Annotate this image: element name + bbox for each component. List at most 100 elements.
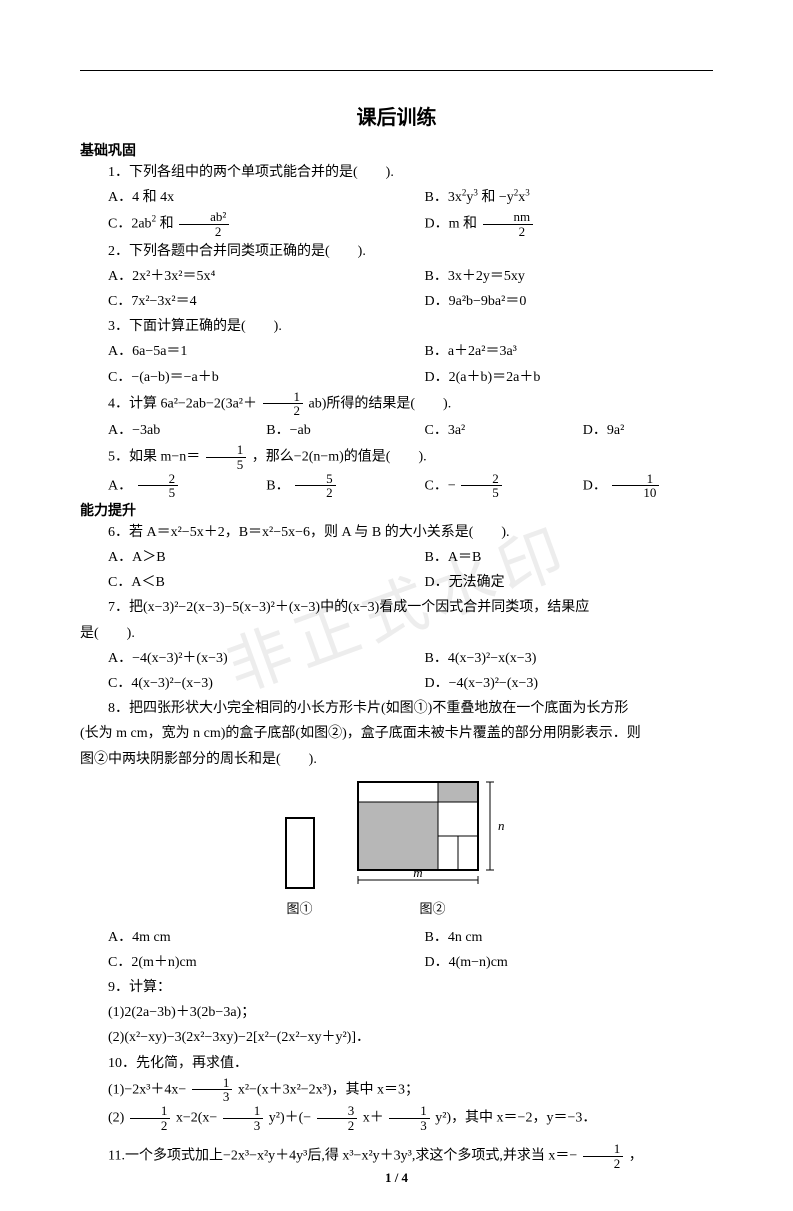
figure-2-svg: nm	[356, 780, 510, 890]
q6-opt-b: B．A＝B	[397, 545, 714, 570]
q6-opt-d: D．无法确定	[397, 570, 714, 595]
frac-num: 1	[612, 472, 659, 487]
q5-opt-c: C．− 25	[397, 472, 555, 500]
frac-den: 2	[179, 225, 229, 239]
q10-p1: (1)−2x³＋4x− 13 x²−(x＋3x²−2x³)，其中 x＝3；	[80, 1076, 713, 1104]
figures: 图① nm 图②	[80, 780, 713, 917]
q2-stem: 2．下列各题中合并同类项正确的是( ).	[80, 239, 713, 264]
q1-stem: 1．下列各组中的两个单项式能合并的是( ).	[80, 160, 713, 185]
q4-opt-d: D．9a²	[555, 418, 713, 443]
frac-num: 1	[583, 1142, 624, 1157]
q3-opt-c: C．−(a−b)＝−a＋b	[80, 365, 397, 390]
q7-stem1: 7．把(x−3)²−2(x−3)−5(x−3)²＋(x−3)中的(x−3)看成一…	[80, 595, 713, 620]
q4-opts: A．−3ab B．−ab C．3a² D．9a²	[80, 418, 713, 443]
q7-opt-d: D．−4(x−3)²−(x−3)	[397, 671, 714, 696]
q1-opt-a: A．4 和 4x	[80, 185, 397, 210]
frac-den: 3	[192, 1090, 233, 1104]
q11-pre: 11.一个多项式加上−2x³−x²y＋4y³后,得 x³−x²y＋3y³,求这个…	[108, 1149, 577, 1164]
q7-opt-c: C．4(x−3)²−(x−3)	[80, 671, 397, 696]
frac-num: 1	[389, 1104, 430, 1119]
q1-opt-c: C．2ab2 和 ab²2	[80, 210, 397, 238]
frac-num: 3	[317, 1104, 358, 1119]
frac-num: 1	[192, 1076, 233, 1091]
frac-den: 10	[612, 486, 659, 500]
q5-stem: 5．如果 m−n＝ 15 ，那么−2(n−m)的值是( ).	[80, 443, 713, 471]
q2-row2: C．7x²−3x²＝4 D．9a²b−9ba²＝0	[80, 289, 713, 314]
frac-nm-2: nm2	[483, 210, 534, 238]
frac-den: 3	[389, 1119, 430, 1133]
q2-opt-a: A．2x²＋3x²＝5x⁴	[80, 264, 397, 289]
q5-opt-a: A． 25	[80, 472, 238, 500]
q8-s3: 图②中两块阴影部分的周长和是( ).	[80, 747, 713, 772]
q10-p2-c: y²)＋(−	[269, 1110, 311, 1125]
frac-den: 5	[461, 486, 502, 500]
frac-num: 1	[223, 1104, 264, 1119]
q7-row1: A．−4(x−3)²＋(x−3) B．4(x−3)²−x(x−3)	[80, 646, 713, 671]
frac-num: 2	[461, 472, 502, 487]
page: 非正式水印 课后训练 基础巩固 1．下列各组中的两个单项式能合并的是( ). A…	[0, 0, 793, 1211]
frac-half-3: 12	[583, 1142, 624, 1170]
q4-stem-post: ab)所得的结果是( ).	[309, 396, 452, 411]
frac-den: 2	[583, 1157, 624, 1171]
q1-row1: A．4 和 4x B．3x2y3 和 −y2x3	[80, 185, 713, 210]
frac-half-1: 12	[263, 390, 304, 418]
svg-text:n: n	[498, 818, 505, 833]
q3-row2: C．−(a−b)＝−a＋b D．2(a＋b)＝2a＋b	[80, 365, 713, 390]
frac-den: 5	[138, 486, 179, 500]
q5-opts: A． 25 B． 52 C．− 25 D． 110	[80, 472, 713, 500]
q9-stem: 9．计算：	[80, 975, 713, 1000]
q1c-pre: C．2ab	[108, 217, 152, 232]
q1-opt-b: B．3x2y3 和 −y2x3	[397, 185, 714, 210]
q1-row2: C．2ab2 和 ab²2 D．m 和 nm2	[80, 210, 713, 238]
frac-3-2: 32	[317, 1104, 358, 1132]
q1b-1: B．3x	[425, 190, 462, 205]
page-title: 课后训练	[80, 101, 713, 130]
q8-opt-d: D．4(m−n)cm	[397, 950, 714, 975]
q5-opt-b: B． 52	[238, 472, 396, 500]
frac-num: 1	[130, 1104, 171, 1119]
figure-1-label: 图①	[284, 898, 316, 917]
q8-opt-a: A．4m cm	[80, 925, 397, 950]
svg-text:m: m	[413, 865, 422, 880]
q8-row2: C．2(m＋n)cm D．4(m−n)cm	[80, 950, 713, 975]
q8-s2: (长为 m cm，宽为 n cm)的盒子底部(如图②)，盒子底面未被卡片覆盖的部…	[80, 721, 713, 746]
q8-row1: A．4m cm B．4n cm	[80, 925, 713, 950]
page-number: 1 / 4	[0, 1170, 793, 1186]
frac-1-3-b: 13	[223, 1104, 264, 1132]
figure-1: 图①	[284, 816, 316, 917]
q5a-pre: A．	[108, 478, 132, 493]
frac-1-5: 15	[206, 443, 247, 471]
frac-num: 1	[206, 443, 247, 458]
frac-2-5-a: 25	[138, 472, 179, 500]
q3-stem: 3．下面计算正确的是( ).	[80, 314, 713, 339]
q5c-pre: C．−	[425, 478, 456, 493]
frac-num: ab²	[179, 210, 229, 225]
q9-p2: (2)(x²−xy)−3(2x²−3xy)−2[x²−(2x²−xy＋y²)]．	[80, 1025, 713, 1050]
q3-opt-d: D．2(a＋b)＝2a＋b	[397, 365, 714, 390]
frac-den: 3	[223, 1119, 264, 1133]
q8-s1: 8．把四张形状大小完全相同的小长方形卡片(如图①)不重叠地放在一个底面为长方形	[80, 696, 713, 721]
frac-num: 2	[138, 472, 179, 487]
frac-2-5-c: 25	[461, 472, 502, 500]
q7-opt-a: A．−4(x−3)²＋(x−3)	[80, 646, 397, 671]
q4-stem: 4．计算 6a²−2ab−2(3a²＋ 12 ab)所得的结果是( ).	[80, 390, 713, 418]
q10-p1-pre: (1)−2x³＋4x−	[108, 1082, 186, 1097]
q6-opt-c: C．A＜B	[80, 570, 397, 595]
frac-1-3-a: 13	[192, 1076, 233, 1104]
q8-opt-b: B．4n cm	[397, 925, 714, 950]
q1-opt-d: D．m 和 nm2	[397, 210, 714, 238]
q4-stem-pre: 4．计算 6a²−2ab−2(3a²＋	[108, 396, 257, 411]
q1d-pre: D．m 和	[425, 217, 481, 232]
q5b-pre: B．	[266, 478, 289, 493]
q5-opt-d: D． 110	[555, 472, 713, 500]
q10-p2-b: x−2(x−	[176, 1110, 217, 1125]
q7-stem2: 是( ).	[80, 621, 713, 646]
frac-num: 1	[263, 390, 304, 405]
section-advanced: 能力提升	[80, 500, 713, 520]
q1c-and: 和	[156, 217, 177, 232]
frac-half-2: 12	[130, 1104, 171, 1132]
q7-row2: C．4(x−3)²−(x−3) D．−4(x−3)²−(x−3)	[80, 671, 713, 696]
q11: 11.一个多项式加上−2x³−x²y＋4y³后,得 x³−x²y＋3y³,求这个…	[80, 1142, 713, 1170]
frac-den: 2	[295, 486, 336, 500]
q10-p2-d: x＋	[363, 1110, 384, 1125]
